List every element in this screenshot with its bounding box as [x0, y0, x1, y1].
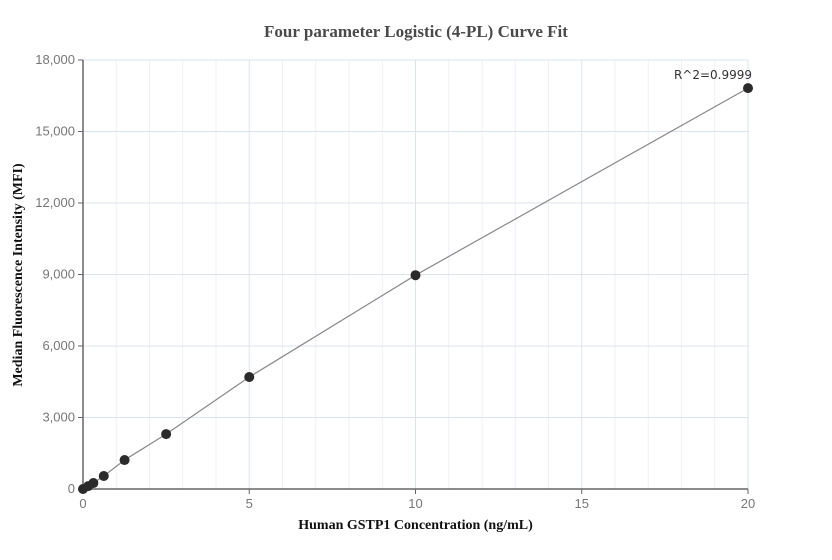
annotations: R^2=0.9999	[674, 68, 752, 82]
data-point[interactable]	[743, 83, 753, 94]
data-point[interactable]	[119, 455, 130, 466]
y-tick-label: 9,000	[42, 267, 75, 282]
data-point[interactable]	[244, 371, 255, 382]
y-tick-label: 15,000	[35, 124, 75, 139]
x-tick-label: 5	[246, 496, 253, 511]
data-point[interactable]	[161, 429, 172, 440]
x-tick-label: 0	[79, 496, 86, 511]
chart-title: Four parameter Logistic (4-PL) Curve Fit	[264, 22, 568, 41]
data-point[interactable]	[98, 471, 109, 482]
tick-labels: 0 3,000 6,000 9,000 12,000 15,000 18,000 0 5 10 15…	[35, 52, 755, 511]
data-point[interactable]	[88, 478, 99, 489]
r-squared-annotation: R^2=0.9999	[674, 68, 752, 82]
x-axis-label: Human GSTP1 Concentration (ng/mL)	[298, 518, 533, 533]
y-tick-label: 3,000	[42, 410, 75, 425]
x-tick-label: 15	[575, 496, 589, 511]
x-tick-label: 20	[741, 496, 755, 511]
x-tick-label: 10	[408, 496, 422, 511]
data-points	[78, 83, 753, 494]
axes	[78, 59, 749, 494]
y-tick-label: 6,000	[42, 338, 75, 353]
y-tick-label: 18,000	[35, 52, 75, 67]
data-point[interactable]	[410, 270, 421, 281]
y-tick-label: 12,000	[35, 195, 75, 210]
grid-lines	[83, 59, 749, 489]
y-tick-label: 0	[68, 481, 75, 496]
